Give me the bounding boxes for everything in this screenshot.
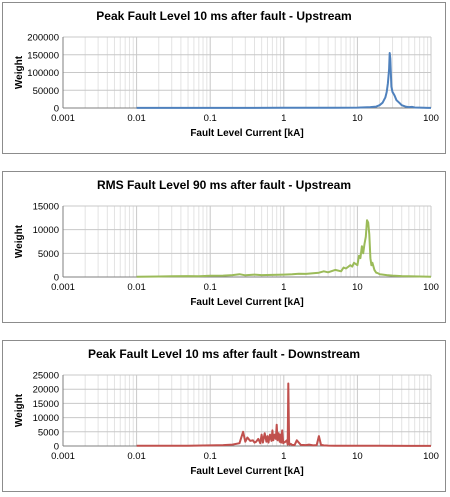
y-axis-label: Weight bbox=[14, 55, 25, 89]
x-axis-label: Fault Level Current [kA] bbox=[190, 128, 303, 139]
y-tick-label: 150000 bbox=[27, 50, 59, 61]
x-tick-label: 0.001 bbox=[51, 282, 75, 293]
chart-panel-peak-upstream: Peak Fault Level 10 ms after fault - Ups… bbox=[2, 2, 446, 154]
y-tick-label: 20000 bbox=[33, 385, 59, 396]
y-tick-label: 15000 bbox=[33, 399, 59, 410]
chart-panel-peak-downstream: Peak Fault Level 10 ms after fault - Dow… bbox=[2, 340, 446, 492]
y-tick-label: 50000 bbox=[33, 86, 59, 97]
x-tick-label: 10 bbox=[352, 113, 363, 124]
x-tick-label: 1 bbox=[281, 451, 286, 462]
series-line bbox=[136, 219, 432, 278]
x-tick-label: 0.01 bbox=[127, 113, 146, 124]
y-axis-label: Weight bbox=[14, 224, 25, 258]
x-axis-label: Fault Level Current [kA] bbox=[190, 466, 303, 477]
y-tick-label: 0 bbox=[54, 273, 59, 284]
y-tick-label: 15000 bbox=[33, 202, 59, 213]
x-tick-label: 10 bbox=[352, 282, 363, 293]
y-tick-label: 100000 bbox=[27, 68, 59, 79]
y-tick-label: 25000 bbox=[33, 371, 59, 382]
y-tick-label: 10000 bbox=[33, 413, 59, 424]
x-tick-label: 10 bbox=[352, 451, 363, 462]
x-axis-label: Fault Level Current [kA] bbox=[190, 297, 303, 308]
x-tick-label: 100 bbox=[423, 282, 439, 293]
y-tick-label: 5000 bbox=[38, 249, 59, 260]
x-tick-label: 100 bbox=[423, 113, 439, 124]
y-tick-label: 0 bbox=[54, 104, 59, 115]
series-line bbox=[136, 52, 431, 109]
chart-svg: 0.001 0.01 0.1 1 10 100 0 50000 100000 150000 2000… bbox=[14, 33, 439, 140]
y-tick-label: 10000 bbox=[33, 225, 59, 236]
chart-panel-rms-upstream: RMS Fault Level 90 ms after fault - Upst… bbox=[2, 171, 446, 323]
chart-svg: 0.001 0.01 0.1 1 10 100 0 5000 10000 15000 Fault L… bbox=[14, 202, 439, 309]
chart-svg: 0.001 0.01 0.1 1 10 100 0 5000 10000 15000 20000 25… bbox=[14, 371, 439, 478]
y-tick-label: 200000 bbox=[27, 33, 59, 44]
chart-title: Peak Fault Level 10 ms after fault - Ups… bbox=[96, 9, 352, 23]
y-tick-label: 5000 bbox=[38, 427, 59, 438]
x-tick-label: 100 bbox=[423, 451, 439, 462]
x-tick-label: 0.1 bbox=[204, 282, 217, 293]
chart-title: Peak Fault Level 10 ms after fault - Dow… bbox=[87, 347, 361, 361]
x-tick-label: 1 bbox=[281, 282, 286, 293]
chart-title: RMS Fault Level 90 ms after fault - Upst… bbox=[96, 178, 352, 192]
x-tick-label: 0.001 bbox=[51, 113, 75, 124]
x-tick-label: 0.01 bbox=[127, 451, 146, 462]
x-tick-label: 0.001 bbox=[51, 451, 75, 462]
x-tick-label: 1 bbox=[281, 113, 286, 124]
y-tick-label: 0 bbox=[54, 442, 59, 453]
x-tick-label: 0.01 bbox=[127, 282, 146, 293]
x-tick-label: 0.1 bbox=[204, 451, 217, 462]
x-tick-label: 0.1 bbox=[204, 113, 217, 124]
y-axis-label: Weight bbox=[14, 393, 25, 427]
series-line bbox=[136, 382, 431, 447]
